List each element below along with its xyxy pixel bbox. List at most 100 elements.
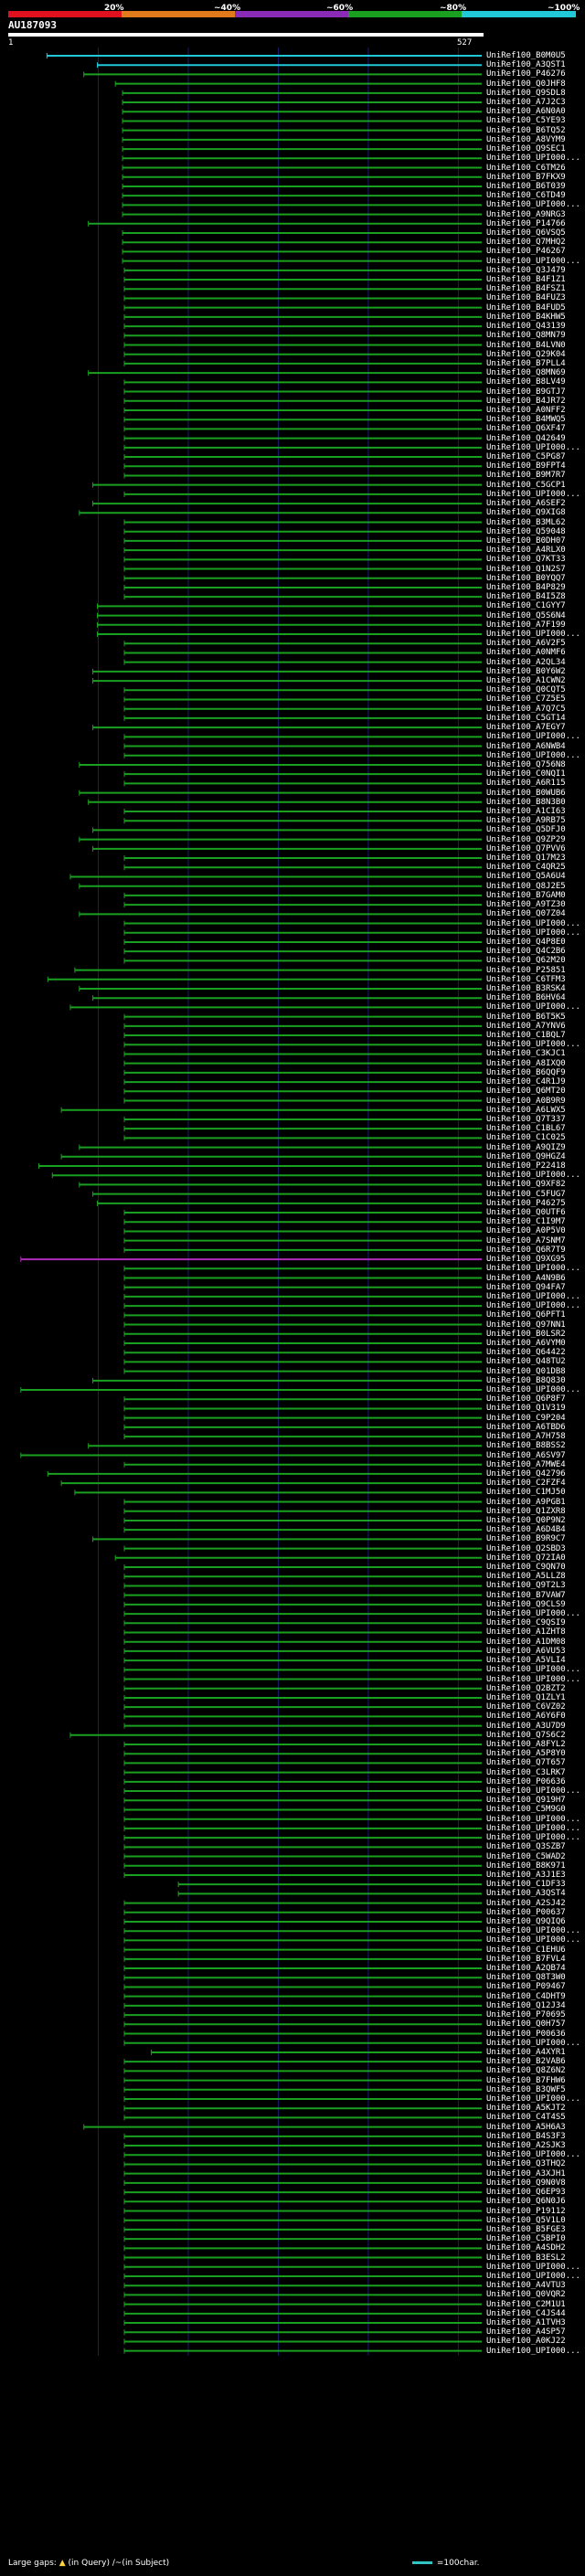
hit-row[interactable] [96, 603, 482, 610]
hit-row[interactable] [123, 2189, 482, 2196]
hit-label[interactable]: UniRef100_Q29K04 [486, 349, 566, 359]
hit-label[interactable]: UniRef100_C4QR25 [486, 863, 566, 873]
hit-label[interactable]: UniRef100_UPI000... [486, 1833, 580, 1843]
hit-row[interactable] [123, 743, 482, 749]
hit-label[interactable]: UniRef100_C6VZ02 [486, 1702, 566, 1712]
hit-label[interactable]: UniRef100_B6QQF9 [486, 1067, 566, 1077]
hit-row[interactable] [122, 249, 482, 255]
hit-label[interactable]: UniRef100_Q62M20 [486, 956, 566, 966]
hit-row[interactable] [123, 958, 482, 964]
hit-label[interactable]: UniRef100_B6T5K5 [486, 1012, 566, 1022]
hit-row[interactable] [123, 444, 482, 451]
hit-row[interactable] [69, 874, 482, 880]
hit-label[interactable]: UniRef100_B3QWF5 [486, 2084, 566, 2094]
hit-row[interactable] [123, 2068, 482, 2074]
hit-row[interactable] [123, 2143, 482, 2149]
hit-label[interactable]: UniRef100_C5GT14 [486, 713, 566, 723]
hit-label[interactable]: UniRef100_Q5A6U4 [486, 872, 566, 882]
hit-label[interactable]: UniRef100_A7MWE4 [486, 1459, 566, 1469]
hit-row[interactable] [123, 1592, 482, 1598]
hit-row[interactable] [123, 920, 482, 927]
hit-label[interactable]: UniRef100_C5FUG7 [486, 1189, 566, 1199]
hit-label[interactable]: UniRef100_UPI000... [486, 2094, 580, 2104]
hit-row[interactable] [123, 1975, 482, 1981]
hit-label[interactable]: UniRef100_B7FHW6 [486, 2075, 566, 2085]
hit-label[interactable]: UniRef100_Q3THQ2 [486, 2159, 566, 2169]
hit-row[interactable] [123, 1116, 482, 1122]
hit-row[interactable] [123, 388, 482, 395]
hit-row[interactable] [123, 2245, 482, 2252]
hit-row[interactable] [123, 1424, 482, 1430]
hit-row[interactable] [123, 1807, 482, 1813]
hit-row[interactable] [123, 360, 482, 366]
hit-label[interactable]: UniRef100_B6T039 [486, 181, 566, 191]
hit-label[interactable]: UniRef100_C4JS44 [486, 2308, 566, 2318]
hit-row[interactable] [47, 976, 482, 982]
hit-label[interactable]: UniRef100_UPI000... [486, 1823, 580, 1833]
hit-label[interactable]: UniRef100_A9NRG3 [486, 209, 566, 219]
hit-label[interactable]: UniRef100_P22418 [486, 1161, 566, 1171]
hit-row[interactable] [123, 1126, 482, 1132]
hit-label[interactable]: UniRef100_B8BSS2 [486, 1441, 566, 1451]
hit-label[interactable]: UniRef100_P19112 [486, 2206, 566, 2216]
hit-label[interactable]: UniRef100_B6TQ52 [486, 125, 566, 135]
hit-label[interactable]: UniRef100_C1BL67 [486, 1124, 566, 1134]
hit-label[interactable]: UniRef100_B0LSR2 [486, 1329, 566, 1339]
hit-label[interactable]: UniRef100_B7PLL4 [486, 358, 566, 368]
hit-row[interactable] [79, 986, 482, 991]
hit-row[interactable] [123, 584, 482, 590]
hit-label[interactable]: UniRef100_C5PG87 [486, 452, 566, 462]
hit-row[interactable] [123, 2179, 482, 2186]
hit-label[interactable]: UniRef100_UPI000... [486, 732, 580, 742]
hit-row[interactable] [123, 547, 482, 554]
hit-label[interactable]: UniRef100_A9PGB1 [486, 1497, 566, 1507]
hit-label[interactable]: UniRef100_A5P8Y0 [486, 1749, 566, 1759]
hit-row[interactable] [123, 780, 482, 787]
hit-row[interactable] [79, 836, 482, 843]
hit-row[interactable] [123, 1629, 482, 1636]
hit-label[interactable]: UniRef100_A5KJT2 [486, 2104, 566, 2114]
hit-row[interactable] [123, 1499, 482, 1505]
hit-label[interactable]: UniRef100_B0YQQ7 [486, 573, 566, 583]
hit-label[interactable]: UniRef100_A2SJ42 [486, 1898, 566, 1908]
hit-label[interactable]: UniRef100_A9QIZ9 [486, 1142, 566, 1152]
hit-row[interactable] [123, 1667, 482, 1673]
hit-label[interactable]: UniRef100_B9R9C7 [486, 1534, 566, 1544]
hit-row[interactable] [123, 379, 482, 386]
hit-label[interactable]: UniRef100_P14766 [486, 218, 566, 228]
hit-label[interactable]: UniRef100_C9P204 [486, 1413, 566, 1423]
hit-label[interactable]: UniRef100_B4LVN0 [486, 340, 566, 350]
hit-row[interactable] [123, 2283, 482, 2289]
hit-row[interactable] [122, 202, 482, 208]
hit-label[interactable]: UniRef100_C6TD49 [486, 191, 566, 201]
hit-row[interactable] [123, 2263, 482, 2270]
hit-label[interactable]: UniRef100_B4P829 [486, 582, 566, 592]
hit-row[interactable] [92, 501, 482, 507]
hit-label[interactable]: UniRef100_Q9XIG8 [486, 508, 566, 518]
hit-label[interactable]: UniRef100_B9GTJ7 [486, 387, 566, 397]
hit-row[interactable] [92, 482, 482, 488]
hit-row[interactable] [123, 650, 482, 656]
hit-row[interactable] [114, 80, 482, 87]
hit-label[interactable]: UniRef100_A6D4B4 [486, 1525, 566, 1535]
hit-label[interactable]: UniRef100_C1BQL7 [486, 1031, 566, 1041]
hit-row[interactable] [123, 267, 482, 273]
hit-label[interactable]: UniRef100_UPI000... [486, 489, 580, 499]
hit-row[interactable] [79, 911, 482, 917]
hit-row[interactable] [88, 220, 482, 227]
hit-label[interactable]: UniRef100_Q9HGZ4 [486, 1151, 566, 1161]
hit-label[interactable]: UniRef100_P46276 [486, 69, 566, 80]
hit-row[interactable] [123, 2012, 482, 2019]
hit-row[interactable] [123, 1219, 482, 1225]
hit-label[interactable]: UniRef100_A4XYR1 [486, 2047, 566, 2057]
hit-row[interactable] [123, 1284, 482, 1290]
hit-label[interactable]: UniRef100_B4JR72 [486, 396, 566, 406]
hit-row[interactable] [123, 277, 482, 283]
hit-row[interactable] [123, 1853, 482, 1860]
hit-label[interactable]: UniRef100_B4MWQ5 [486, 415, 566, 425]
hit-row[interactable] [88, 1443, 482, 1449]
hit-label[interactable]: UniRef100_B9FPT4 [486, 461, 566, 472]
hit-row[interactable] [74, 1489, 482, 1496]
hit-label[interactable]: UniRef100_Q6VSQ5 [486, 228, 566, 238]
hit-label[interactable]: UniRef100_B0Y6W2 [486, 666, 566, 676]
